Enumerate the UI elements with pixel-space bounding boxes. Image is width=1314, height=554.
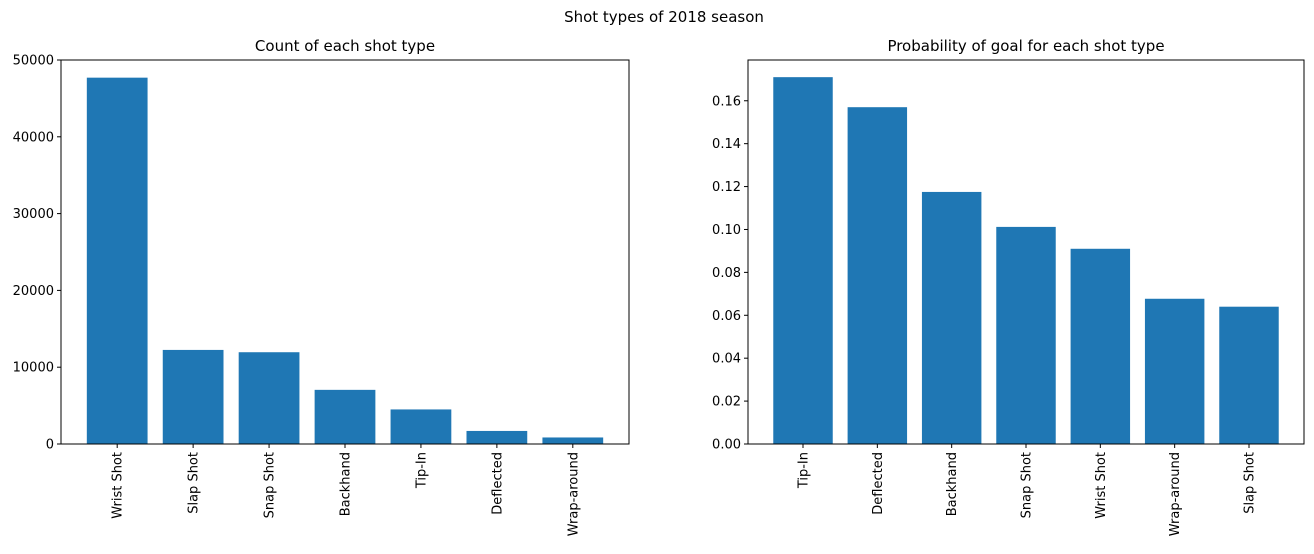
chart-count-per-shot-type: Count of each shot type 0 10000 20000 30000 4…	[13, 37, 630, 536]
axes-frame	[60, 59, 630, 445]
y-tick-label: 30000	[13, 207, 54, 222]
y-tick-label: 0	[46, 438, 54, 453]
chart-title: Probability of goal for each shot type	[887, 37, 1164, 55]
y-tick-label: 10000	[13, 361, 54, 376]
x-tick-label: Backhand	[339, 452, 354, 516]
bar-slap-shot	[162, 349, 224, 444]
y-tick-label: 20000	[13, 284, 54, 299]
figure-suptitle: Shot types of 2018 season	[564, 8, 764, 26]
y-tick-label: 0.14	[712, 137, 741, 152]
y-tick-label: 0.08	[712, 266, 741, 281]
x-tick-label: Wrist Shot	[111, 452, 126, 519]
y-tick-label: 0.10	[712, 223, 741, 238]
axes-frame	[747, 59, 1305, 445]
bar-tip-in	[390, 409, 452, 444]
y-tick-label: 0.12	[712, 180, 741, 195]
bar-wrist-shot	[86, 77, 148, 444]
bar-wrist-shot	[1070, 248, 1131, 444]
y-tick-label: 40000	[13, 130, 54, 145]
chart-title: Count of each shot type	[255, 37, 435, 55]
y-tick-label: 50000	[13, 54, 54, 69]
bar-slap-shot	[1219, 306, 1279, 444]
x-tick-label: Tip-In	[414, 452, 429, 489]
bar-wrap-around	[542, 437, 604, 444]
bar-wrap-around	[1144, 298, 1205, 444]
bar-deflected	[466, 430, 528, 444]
x-tick-label: Snap Shot	[1020, 452, 1035, 518]
x-tick-label: Tip-In	[797, 452, 812, 489]
x-tick-label: Deflected	[490, 452, 505, 515]
x-tick-label: Backhand	[945, 452, 960, 516]
x-tick-label: Wrap-around	[566, 452, 581, 536]
bar-deflected	[847, 107, 908, 445]
y-tick-label: 0.02	[712, 395, 741, 410]
x-tick-label: Deflected	[871, 452, 886, 515]
y-tick-label: 0.00	[712, 438, 741, 453]
bar-backhand	[921, 191, 982, 444]
x-tick-label: Slap Shot	[1242, 452, 1257, 514]
bar-snap-shot	[996, 226, 1056, 444]
x-tick-label: Slap Shot	[187, 452, 202, 514]
x-tick-label: Wrist Shot	[1094, 452, 1109, 519]
y-tick-label: 0.16	[712, 94, 741, 109]
bar-snap-shot	[238, 352, 300, 444]
y-tick-label: 0.06	[712, 309, 741, 324]
x-tick-label: Snap Shot	[263, 452, 278, 518]
y-tick-label: 0.04	[712, 352, 741, 367]
bar-tip-in	[773, 77, 833, 444]
bar-backhand	[314, 389, 376, 444]
chart-goal-probability-per-shot-type: Probability of goal for each shot type 0.…	[712, 37, 1305, 536]
x-tick-label: Wrap-around	[1168, 452, 1183, 536]
